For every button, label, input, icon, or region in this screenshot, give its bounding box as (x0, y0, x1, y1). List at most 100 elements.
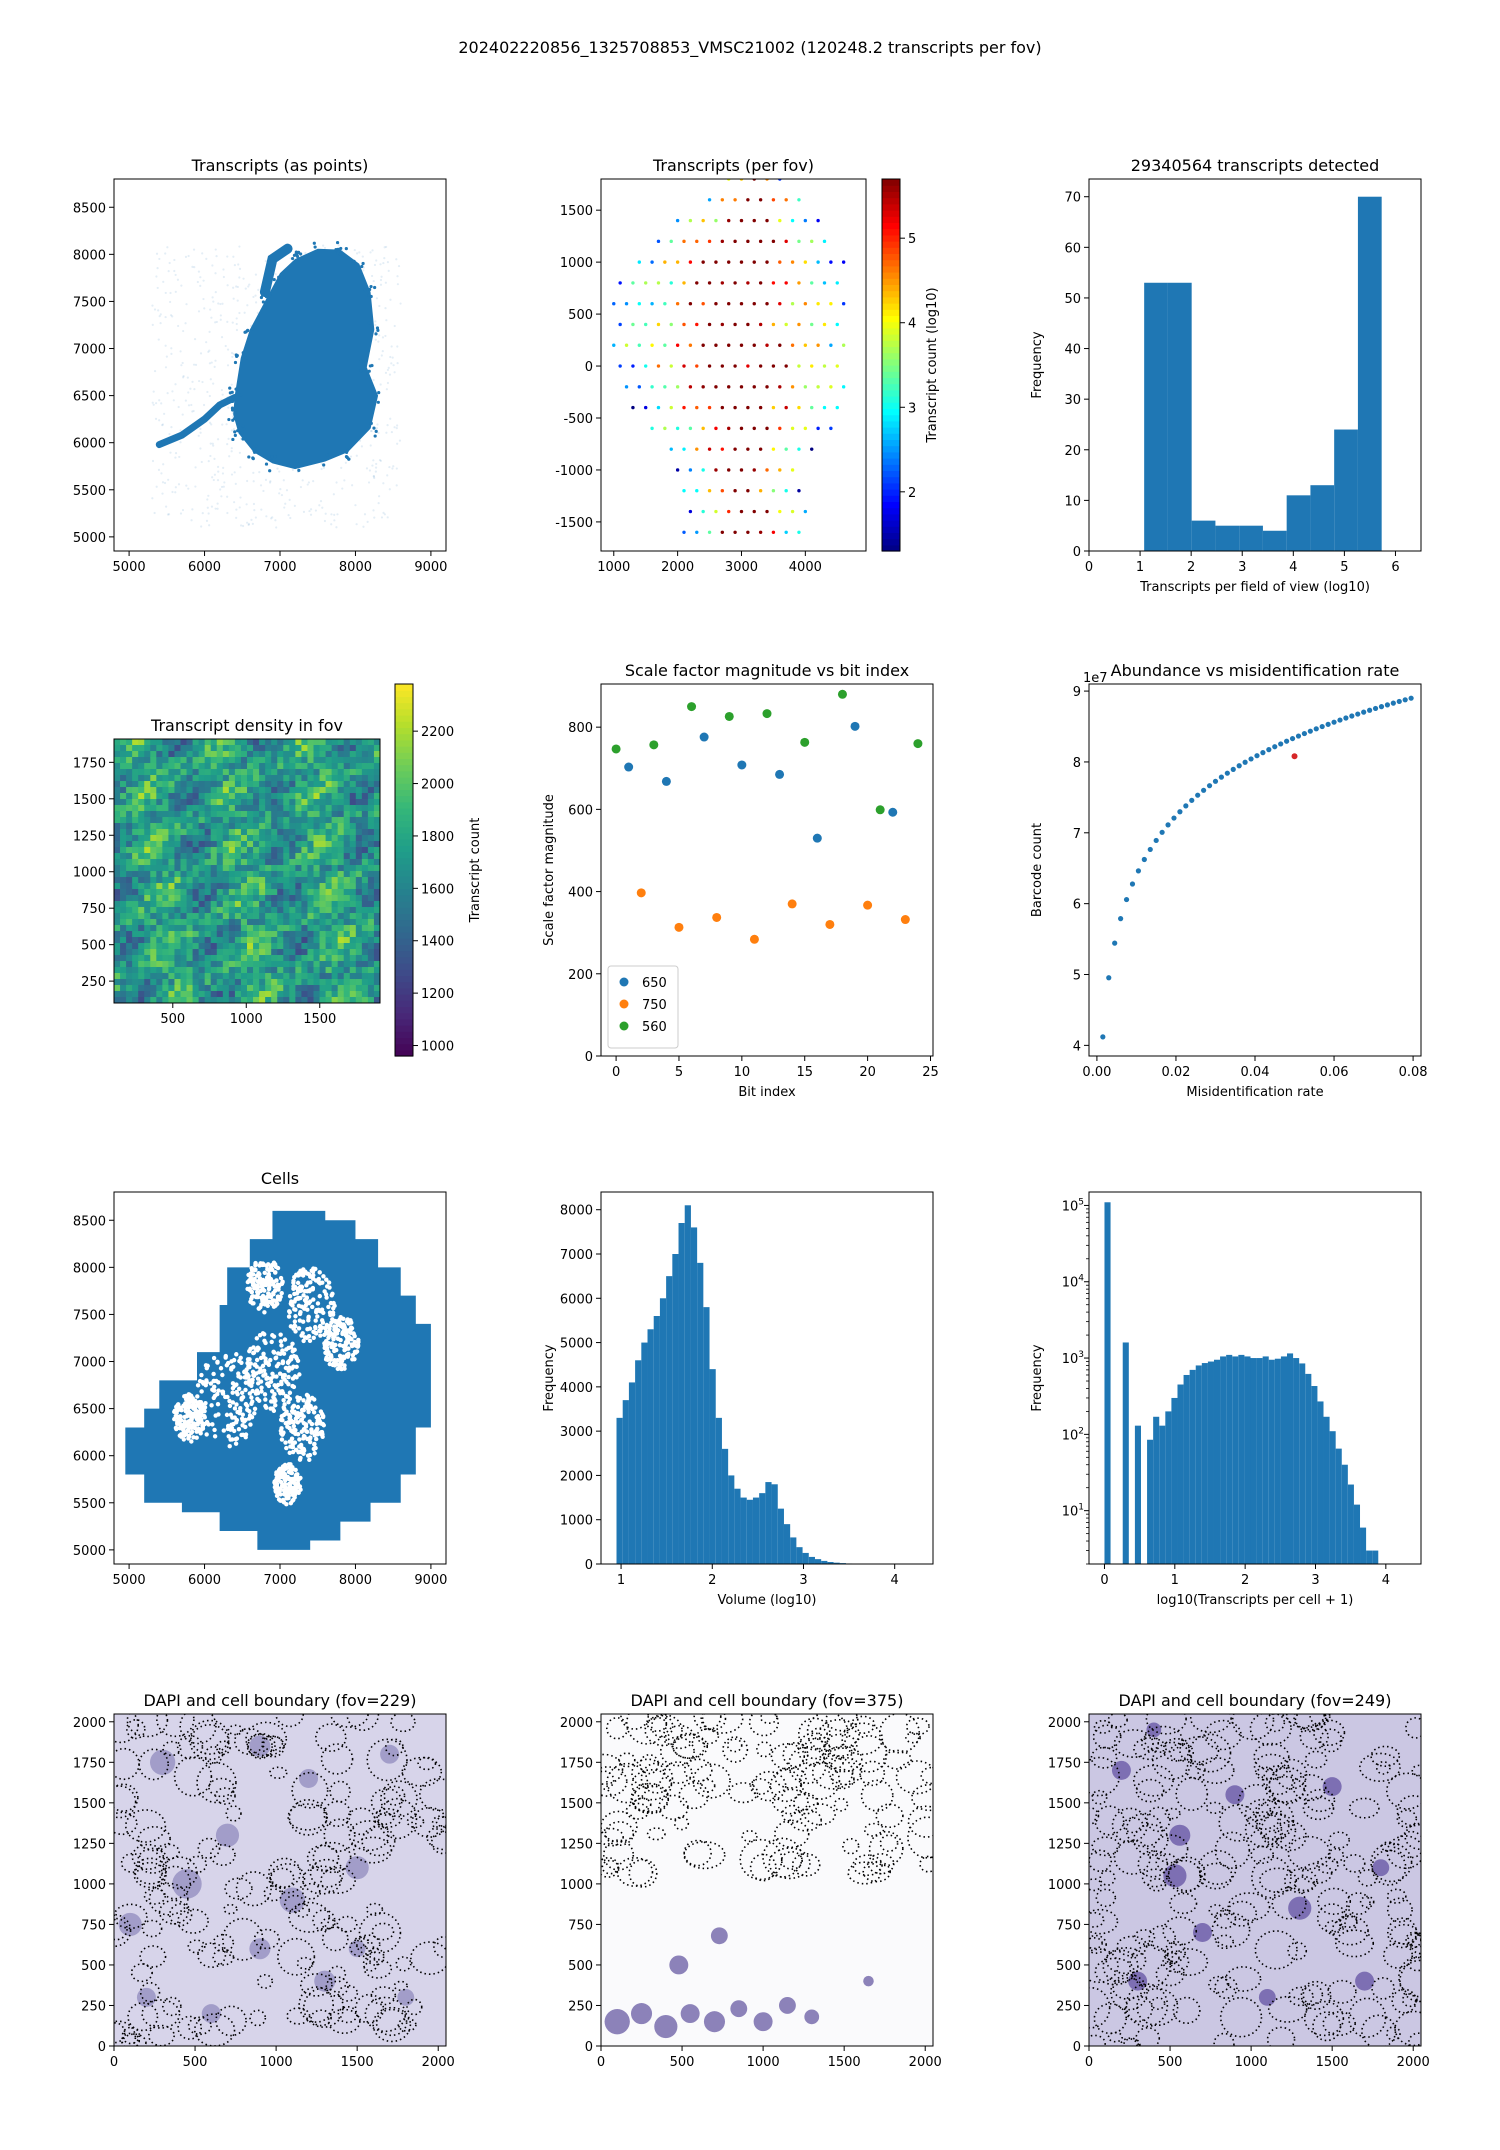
density-cell (313, 889, 320, 896)
fov-point (688, 426, 693, 431)
density-cell (210, 991, 218, 998)
density-cell (313, 925, 320, 932)
density-cell (265, 847, 272, 854)
transcripts-per-fov-colorbar-segment (882, 290, 900, 298)
density-cell (265, 889, 272, 896)
density-cell (240, 913, 248, 920)
cell-gap (176, 1402, 181, 1407)
fov-point (752, 260, 756, 264)
faint-transcript-point (265, 515, 268, 518)
density-cell (150, 817, 157, 824)
density-cell (186, 961, 193, 968)
cell-gap (280, 1375, 286, 1380)
density-cell (343, 979, 351, 986)
faint-transcript-point (235, 516, 238, 519)
fov-histogram-ylabel: Frequency (1030, 331, 1045, 398)
transcripts-per-fov-title: Transcripts (per fov) (652, 156, 814, 175)
fov-point (835, 322, 839, 327)
density-cell (174, 985, 181, 992)
faint-transcript-point (161, 492, 164, 495)
density-cell (192, 841, 200, 848)
density-cell (150, 769, 157, 776)
density-cell (204, 949, 212, 956)
density-cell (198, 991, 206, 998)
density-cell (373, 973, 380, 980)
density-cell (271, 805, 278, 812)
density-cell (295, 871, 302, 878)
fov-point (707, 405, 712, 410)
scale-factor-ytick-label: 800 (568, 721, 593, 736)
density-cell (180, 847, 187, 854)
cell-gap (295, 1404, 301, 1410)
cell-gap (317, 1281, 323, 1286)
fov-point (765, 260, 769, 264)
density-cell (240, 853, 248, 860)
faint-transcript-point (238, 245, 241, 248)
density-cell (373, 841, 380, 848)
fov-point (790, 301, 795, 306)
cell-gap (287, 1450, 292, 1456)
cell-gap (220, 1389, 225, 1394)
faint-transcript-point (230, 383, 233, 386)
density-cell (186, 841, 193, 848)
density-cell (138, 913, 145, 920)
density-cell (228, 913, 236, 920)
density-cell (373, 967, 380, 974)
cell-gap (225, 1426, 231, 1432)
faint-transcript-point (171, 490, 174, 494)
density-cell (186, 859, 193, 866)
faint-transcript-point (230, 450, 233, 453)
density-cell (228, 931, 236, 938)
faint-transcript-point (389, 355, 392, 359)
density-cell (349, 847, 357, 854)
faint-transcript-point (289, 516, 292, 520)
density-cell (253, 805, 260, 812)
density-cell (138, 817, 145, 824)
density-cell (192, 961, 200, 968)
density-cell (373, 901, 380, 908)
cell-gap (234, 1417, 240, 1423)
density-cell (289, 985, 296, 992)
faint-transcript-point (182, 329, 185, 333)
density-cell (174, 949, 181, 956)
histogram-bar (777, 1508, 784, 1564)
density-cell (204, 877, 212, 884)
cell-gap (199, 1417, 204, 1422)
density-cell (307, 901, 314, 908)
density-cell (228, 811, 236, 818)
density-cell (355, 973, 363, 980)
faint-transcript-point (396, 362, 399, 365)
density-cell (144, 823, 151, 830)
density-cell (259, 877, 266, 884)
edge-transcript-point (367, 293, 371, 297)
nucleus (201, 2004, 221, 2024)
density-cell (355, 763, 363, 770)
faint-transcript-point (194, 485, 197, 488)
fov-point (816, 301, 820, 306)
density-cell (325, 865, 333, 872)
density-cell (216, 805, 224, 812)
density-cell (301, 895, 308, 902)
density-cell (240, 781, 248, 788)
density-cell (120, 895, 127, 902)
cell-gap (247, 1348, 252, 1354)
density-cell (204, 865, 212, 872)
density-cell (228, 799, 236, 806)
density-cell (319, 817, 326, 824)
cell-gap (258, 1369, 264, 1374)
cell-gap (292, 1374, 298, 1379)
cell-boundary (222, 1917, 264, 1961)
scale-point-560 (611, 744, 621, 754)
density-cell (180, 883, 187, 890)
fov-point (682, 364, 686, 368)
cell-gap (287, 1294, 293, 1299)
transcripts-per-fov-colorbar-segment (882, 420, 900, 428)
faint-transcript-point (203, 307, 206, 310)
fov-point (765, 343, 769, 347)
histogram-bar (1244, 1356, 1251, 1564)
faint-transcript-point (335, 526, 338, 529)
density-cell (222, 787, 230, 794)
density-cell (253, 787, 260, 794)
density-cell (132, 931, 139, 938)
cell-gap (293, 1477, 298, 1482)
